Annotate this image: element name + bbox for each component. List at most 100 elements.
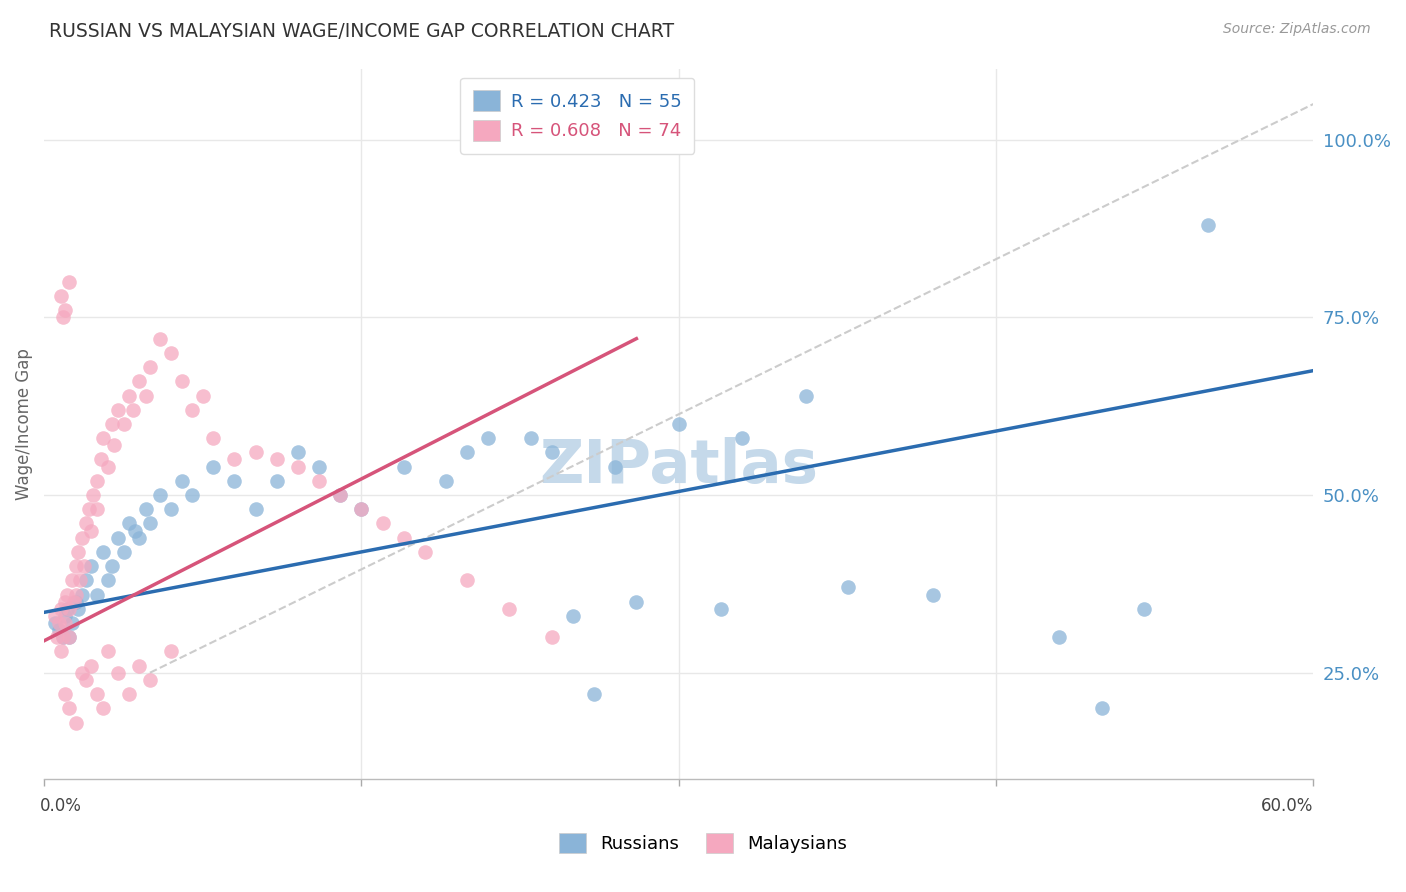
Point [45,630,67,644]
Point [118,687,141,701]
Point [53,595,76,609]
Point [97,459,120,474]
Point [97,574,120,588]
Point [1049,630,1071,644]
Point [91,545,114,559]
Point [413,545,436,559]
Text: 60.0%: 60.0% [1261,797,1313,815]
Point [52,630,75,644]
Point [498,601,520,615]
Point [91,701,114,715]
Point [75,574,97,588]
Point [392,531,415,545]
Point [160,644,183,658]
Point [69,574,91,588]
Point [66,545,89,559]
Point [65,559,87,574]
Point [79,559,101,574]
Point [128,658,150,673]
Point [308,474,330,488]
Point [90,452,112,467]
Point [202,459,225,474]
Point [86,502,108,516]
Point [49,289,72,303]
Point [626,595,648,609]
Point [350,502,373,516]
Point [224,474,246,488]
Legend: Russians, Malaysians: Russians, Malaysians [551,825,855,861]
Point [101,559,124,574]
Point [58,630,80,644]
Point [837,581,859,595]
Point [477,431,499,445]
Point [107,531,129,545]
Point [605,459,627,474]
Point [49,644,72,658]
Point [1133,601,1156,615]
Point [540,630,562,644]
Point [53,687,76,701]
Point [70,588,93,602]
Point [107,402,129,417]
Point [149,488,172,502]
Point [56,588,79,602]
Point [287,459,309,474]
Point [73,559,96,574]
Point [58,701,80,715]
Point [103,438,125,452]
Point [668,417,690,431]
Point [350,502,373,516]
Point [82,488,104,502]
Point [114,417,136,431]
Text: 0.0%: 0.0% [39,797,82,815]
Point [114,545,136,559]
Point [434,474,457,488]
Point [118,388,141,402]
Point [202,431,225,445]
Point [77,502,100,516]
Point [44,608,66,623]
Point [79,658,101,673]
Point [191,388,214,402]
Point [53,615,76,630]
Point [53,608,76,623]
Point [392,459,415,474]
Point [135,502,157,516]
Y-axis label: Wage/Income Gap: Wage/Income Gap [15,348,32,500]
Point [128,374,150,388]
Point [329,488,352,502]
Point [91,431,114,445]
Point [1091,701,1114,715]
Point [245,502,267,516]
Point [181,402,204,417]
Point [921,588,943,602]
Point [710,601,733,615]
Point [308,459,330,474]
Point [149,332,172,346]
Point [139,360,162,375]
Point [49,601,72,615]
Point [60,574,83,588]
Point [561,608,583,623]
Point [52,630,75,644]
Point [583,687,606,701]
Point [139,516,162,531]
Text: RUSSIAN VS MALAYSIAN WAGE/INCOME GAP CORRELATION CHART: RUSSIAN VS MALAYSIAN WAGE/INCOME GAP COR… [49,22,675,41]
Point [70,665,93,680]
Point [107,665,129,680]
Point [139,673,162,687]
Point [266,474,288,488]
Point [1197,218,1219,232]
Point [519,431,541,445]
Point [75,673,97,687]
Point [86,687,108,701]
Legend: R = 0.423   N = 55, R = 0.608   N = 74: R = 0.423 N = 55, R = 0.608 N = 74 [460,78,695,153]
Point [58,601,80,615]
Point [86,588,108,602]
Point [124,524,146,538]
Point [266,452,288,467]
Point [794,388,817,402]
Point [75,516,97,531]
Point [53,303,76,318]
Point [122,402,145,417]
